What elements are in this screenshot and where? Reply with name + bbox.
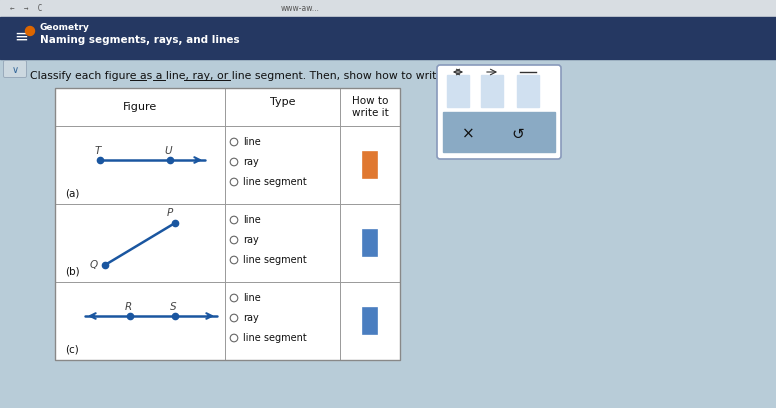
Bar [0,0,776,17]
Text: line segment: line segment [243,255,307,265]
Text: ←  →  C: ← → C [10,4,43,13]
Text: line: line [243,293,261,303]
Text: line segment: line segment [243,177,307,187]
Bar [363,308,377,334]
Text: S: S [170,302,176,312]
Bar [443,112,555,152]
Text: Naming segments, rays, and lines: Naming segments, rays, and lines [40,35,240,45]
Text: ray: ray [243,235,258,245]
Text: ∨: ∨ [12,65,19,75]
Bar [447,75,469,107]
Text: write it: write it [352,108,388,118]
Text: ×: × [462,126,474,142]
Text: (c): (c) [65,345,78,355]
Text: Q: Q [90,260,98,270]
Text: line: line [243,137,261,147]
Bar [363,152,377,178]
FancyBboxPatch shape [437,65,561,159]
Circle shape [26,27,34,35]
Bar [55,88,400,360]
Text: www-aw...: www-aw... [281,4,320,13]
Bar [0,17,776,59]
Text: U: U [165,146,171,156]
Bar [55,88,400,360]
Text: T: T [95,146,101,156]
Text: Classify each figure as a line, ray, or line segment. Then, show how to write it: Classify each figure as a line, ray, or … [30,71,457,81]
Text: line: line [243,215,261,225]
Text: (a): (a) [65,189,79,199]
Text: Type: Type [270,97,295,107]
Text: Geometry: Geometry [40,22,90,31]
FancyBboxPatch shape [4,60,26,78]
Text: Figure: Figure [123,102,157,112]
Bar [481,75,503,107]
Text: ≡: ≡ [14,28,28,46]
Text: line segment: line segment [243,333,307,343]
Text: ray: ray [243,313,258,323]
Bar [363,230,377,256]
Text: ↺: ↺ [511,126,525,142]
Text: P: P [167,208,173,218]
Text: How to: How to [352,96,388,106]
Text: R: R [124,302,132,312]
Text: ray: ray [243,157,258,167]
Bar [517,75,539,107]
Text: (b): (b) [65,267,80,277]
